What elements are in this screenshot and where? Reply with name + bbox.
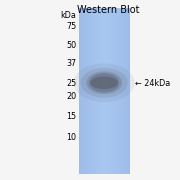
Text: 10: 10 bbox=[66, 133, 76, 142]
Text: 20: 20 bbox=[66, 92, 76, 101]
Text: 50: 50 bbox=[66, 41, 76, 50]
Ellipse shape bbox=[86, 71, 122, 94]
Text: 25: 25 bbox=[66, 79, 76, 88]
Text: 15: 15 bbox=[66, 112, 76, 121]
Text: ← 24kDa: ← 24kDa bbox=[135, 79, 170, 88]
Text: 37: 37 bbox=[66, 59, 76, 68]
Text: Western Blot: Western Blot bbox=[76, 4, 139, 15]
Ellipse shape bbox=[74, 63, 135, 102]
Ellipse shape bbox=[81, 68, 128, 98]
Text: kDa: kDa bbox=[60, 11, 76, 20]
Ellipse shape bbox=[89, 73, 119, 93]
Text: 75: 75 bbox=[66, 22, 76, 31]
Ellipse shape bbox=[90, 76, 118, 89]
